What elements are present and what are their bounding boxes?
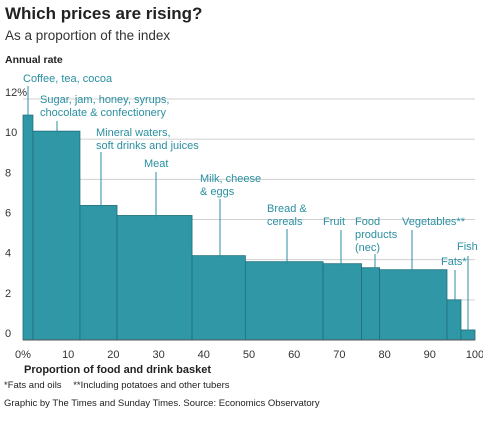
y-tick-label: 10 — [5, 127, 17, 139]
chart-title: Which prices are rising? — [5, 4, 203, 23]
x-tick-label: 60 — [288, 349, 300, 361]
footnote-vegetables: **Including potatoes and other tubers — [73, 380, 230, 391]
category-label: Coffee, tea, cocoa — [23, 73, 113, 85]
category-label: Meat — [144, 158, 168, 170]
category-label: Food products (nec) — [355, 216, 398, 254]
x-tick-label: 10 — [62, 349, 74, 361]
bar — [460, 329, 476, 341]
y-tick-label: 8 — [5, 167, 11, 179]
x-tick-label: 100 — [466, 349, 483, 361]
x-axis-label: Proportion of food and drink basket — [24, 364, 211, 376]
x-tick-label: 0% — [15, 349, 31, 361]
category-label: Fats* — [441, 256, 467, 268]
footnote-fats: *Fats and oils — [4, 380, 62, 391]
bar — [79, 205, 118, 341]
category-label: Fruit — [323, 216, 345, 228]
bar — [244, 261, 324, 341]
x-tick-label: 80 — [378, 349, 390, 361]
bar — [32, 130, 81, 341]
bars — [22, 114, 476, 341]
chart-subtitle: As a proportion of the index — [5, 28, 171, 43]
bar — [191, 255, 246, 341]
bar — [446, 299, 462, 341]
y-tick-label: 2 — [5, 288, 11, 300]
category-label: Bread & cereals — [267, 203, 307, 228]
bar — [22, 114, 34, 341]
x-tick-label: 40 — [198, 349, 210, 361]
y-axis: Annual rate 0 2 4 6 8 10 12% — [5, 54, 63, 340]
callouts: Coffee, tea, cocoa Sugar, jam, honey, syr… — [23, 73, 478, 331]
y-tick-label: 0 — [5, 328, 11, 340]
y-tick-label: 6 — [5, 208, 11, 220]
x-tick-label: 70 — [333, 349, 345, 361]
y-tick-label: 4 — [5, 248, 11, 260]
x-axis: 0% 10 20 30 40 50 60 70 80 90 100 Proportion of foo… — [15, 339, 483, 376]
category-label: Fish — [457, 241, 478, 253]
x-tick-label: 90 — [424, 349, 436, 361]
category-label: Mineral waters, soft drinks and juices — [96, 127, 199, 152]
bar — [322, 263, 362, 341]
x-tick-label: 20 — [107, 349, 119, 361]
x-tick-label: 30 — [152, 349, 164, 361]
y-axis-label: Annual rate — [5, 54, 63, 66]
bar — [379, 269, 448, 341]
bar — [116, 215, 193, 341]
category-label: Vegetables** — [402, 216, 466, 228]
category-label: Milk, cheese & eggs — [200, 173, 261, 198]
footnotes: *Fats and oils **Including potatoes and … — [4, 380, 239, 391]
category-label: Sugar, jam, honey, syrups, chocolate & co… — [40, 94, 169, 119]
source-credit: Graphic by The Times and Sunday Times. S… — [4, 398, 320, 409]
x-tick-label: 50 — [243, 349, 255, 361]
bar — [361, 267, 381, 341]
y-tick-label: 12% — [5, 87, 27, 99]
